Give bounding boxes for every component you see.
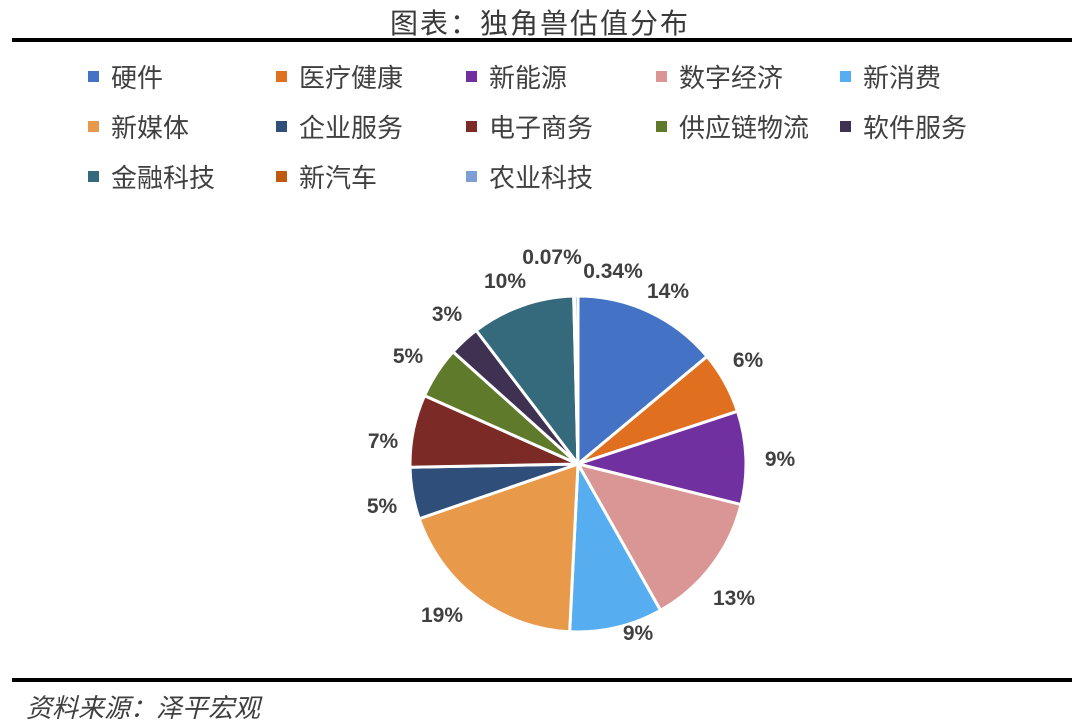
legend-swatch: [466, 121, 477, 132]
legend-label: 新媒体: [111, 114, 190, 144]
pie-slice: [572, 409, 748, 507]
legend-label: 硬件: [111, 64, 164, 94]
pie-slice: [568, 458, 663, 634]
legend-label: 软件服务: [863, 114, 968, 144]
slice-percent-label: 9%: [623, 622, 654, 645]
slice-percent-label: 19%: [421, 604, 463, 627]
legend-item: 硬件: [88, 58, 163, 95]
legend-item: 新能源: [466, 58, 567, 95]
legend-swatch: [276, 171, 287, 182]
top-rule: [12, 38, 1072, 42]
slice-percent-label: 5%: [367, 495, 398, 518]
legend-label: 医疗健康: [299, 64, 404, 94]
slice-percent-label: 14%: [647, 280, 689, 303]
chart-title: 图表：独角兽估值分布: [389, 7, 690, 40]
legend-label: 供应链物流: [679, 114, 810, 144]
legend-swatch: [88, 171, 99, 182]
legend-item: 新媒体: [88, 108, 189, 145]
legend-label: 数字经济: [679, 64, 784, 94]
legend-swatch: [466, 171, 477, 182]
pie-slice: [576, 294, 710, 468]
legend-label: 新能源: [489, 64, 568, 94]
legend-swatch: [840, 121, 851, 132]
legend-swatch: [466, 71, 477, 82]
slice-percent-label: 7%: [368, 430, 399, 453]
pie-slice: [474, 294, 580, 469]
legend-swatch: [276, 121, 287, 132]
legend-swatch: [88, 121, 99, 132]
legend-swatch: [656, 71, 667, 82]
slice-percent-label: 13%: [713, 587, 755, 610]
legend-swatch: [656, 121, 667, 132]
slice-percent-label: 3%: [432, 303, 463, 326]
slice-percent-label: 0.07%: [522, 246, 582, 269]
pie-slice: [572, 294, 580, 465]
legend-item: 新汽车: [276, 158, 377, 195]
slice-percent-label: 10%: [484, 270, 526, 293]
legend-item: 金融科技: [88, 158, 215, 195]
legend-item: 数字经济: [656, 58, 783, 95]
legend-swatch: [88, 71, 99, 82]
legend-label: 金融科技: [111, 164, 216, 194]
legend-item: 新消费: [840, 58, 941, 95]
legend-item: 电子商务: [466, 108, 593, 145]
legend-item: 农业科技: [466, 158, 593, 195]
source-note: 资料来源：泽平宏观: [26, 694, 261, 724]
bottom-rule: [12, 678, 1072, 682]
slice-percent-label: 0.34%: [583, 260, 643, 283]
legend-item: 软件服务: [840, 108, 967, 145]
legend-label: 农业科技: [489, 164, 594, 194]
slice-percent-label: 6%: [733, 349, 764, 372]
legend-swatch: [276, 71, 287, 82]
legend-item: 企业服务: [276, 108, 403, 145]
pie-slice: [574, 461, 743, 613]
slice-percent-label: 5%: [393, 345, 424, 368]
legend-label: 新消费: [863, 64, 942, 94]
legend-label: 新汽车: [299, 164, 378, 194]
legend-label: 企业服务: [299, 114, 404, 144]
legend-item: 医疗健康: [276, 58, 403, 95]
legend-swatch: [840, 71, 851, 82]
slice-percent-label: 9%: [765, 448, 796, 471]
legend-label: 电子商务: [489, 114, 594, 144]
legend-item: 供应链物流: [656, 108, 809, 145]
